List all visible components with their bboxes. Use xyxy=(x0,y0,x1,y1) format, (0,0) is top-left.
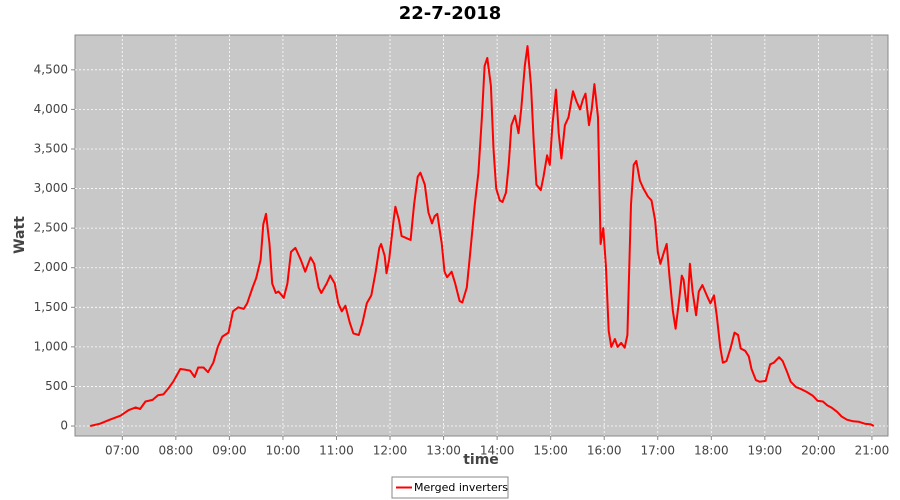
chart-title: 22-7-2018 xyxy=(399,3,502,24)
y-tick-label: 1,000 xyxy=(34,339,68,353)
y-tick-label: 1,500 xyxy=(34,300,68,314)
y-tick-label: 4,500 xyxy=(34,62,68,76)
x-axis-label: time xyxy=(463,452,499,468)
y-tick-label: 2,500 xyxy=(34,221,68,235)
x-tick-label: 21:00 xyxy=(855,444,890,458)
y-axis-label: Watt xyxy=(12,216,28,254)
x-tick-label: 09:00 xyxy=(212,444,247,458)
x-tick-label: 20:00 xyxy=(801,444,836,458)
y-tick-label: 2,000 xyxy=(34,260,68,274)
x-tick-label: 18:00 xyxy=(694,444,729,458)
y-tick-label: 3,000 xyxy=(34,181,68,195)
x-tick-label: 19:00 xyxy=(748,444,783,458)
y-tick-label: 4,000 xyxy=(34,102,68,116)
x-tick-label: 11:00 xyxy=(319,444,354,458)
x-tick-label: 17:00 xyxy=(640,444,675,458)
y-tick-label: 3,500 xyxy=(34,141,68,155)
data-line xyxy=(89,45,875,427)
legend-box xyxy=(391,476,509,499)
x-tick-label: 16:00 xyxy=(587,444,622,458)
y-tick-label: 0 xyxy=(60,419,68,433)
legend: Merged inverters xyxy=(391,476,509,499)
x-tick-label: 13:00 xyxy=(426,444,461,458)
x-tick-label: 07:00 xyxy=(105,444,140,458)
x-tick-label: 08:00 xyxy=(159,444,194,458)
x-tick-label: 12:00 xyxy=(373,444,408,458)
y-tick-label: 500 xyxy=(45,379,68,393)
x-tick-label: 15:00 xyxy=(533,444,568,458)
legend-label: Merged inverters xyxy=(414,481,508,494)
x-tick-label: 10:00 xyxy=(266,444,301,458)
x-tick-label: 14:00 xyxy=(480,444,515,458)
